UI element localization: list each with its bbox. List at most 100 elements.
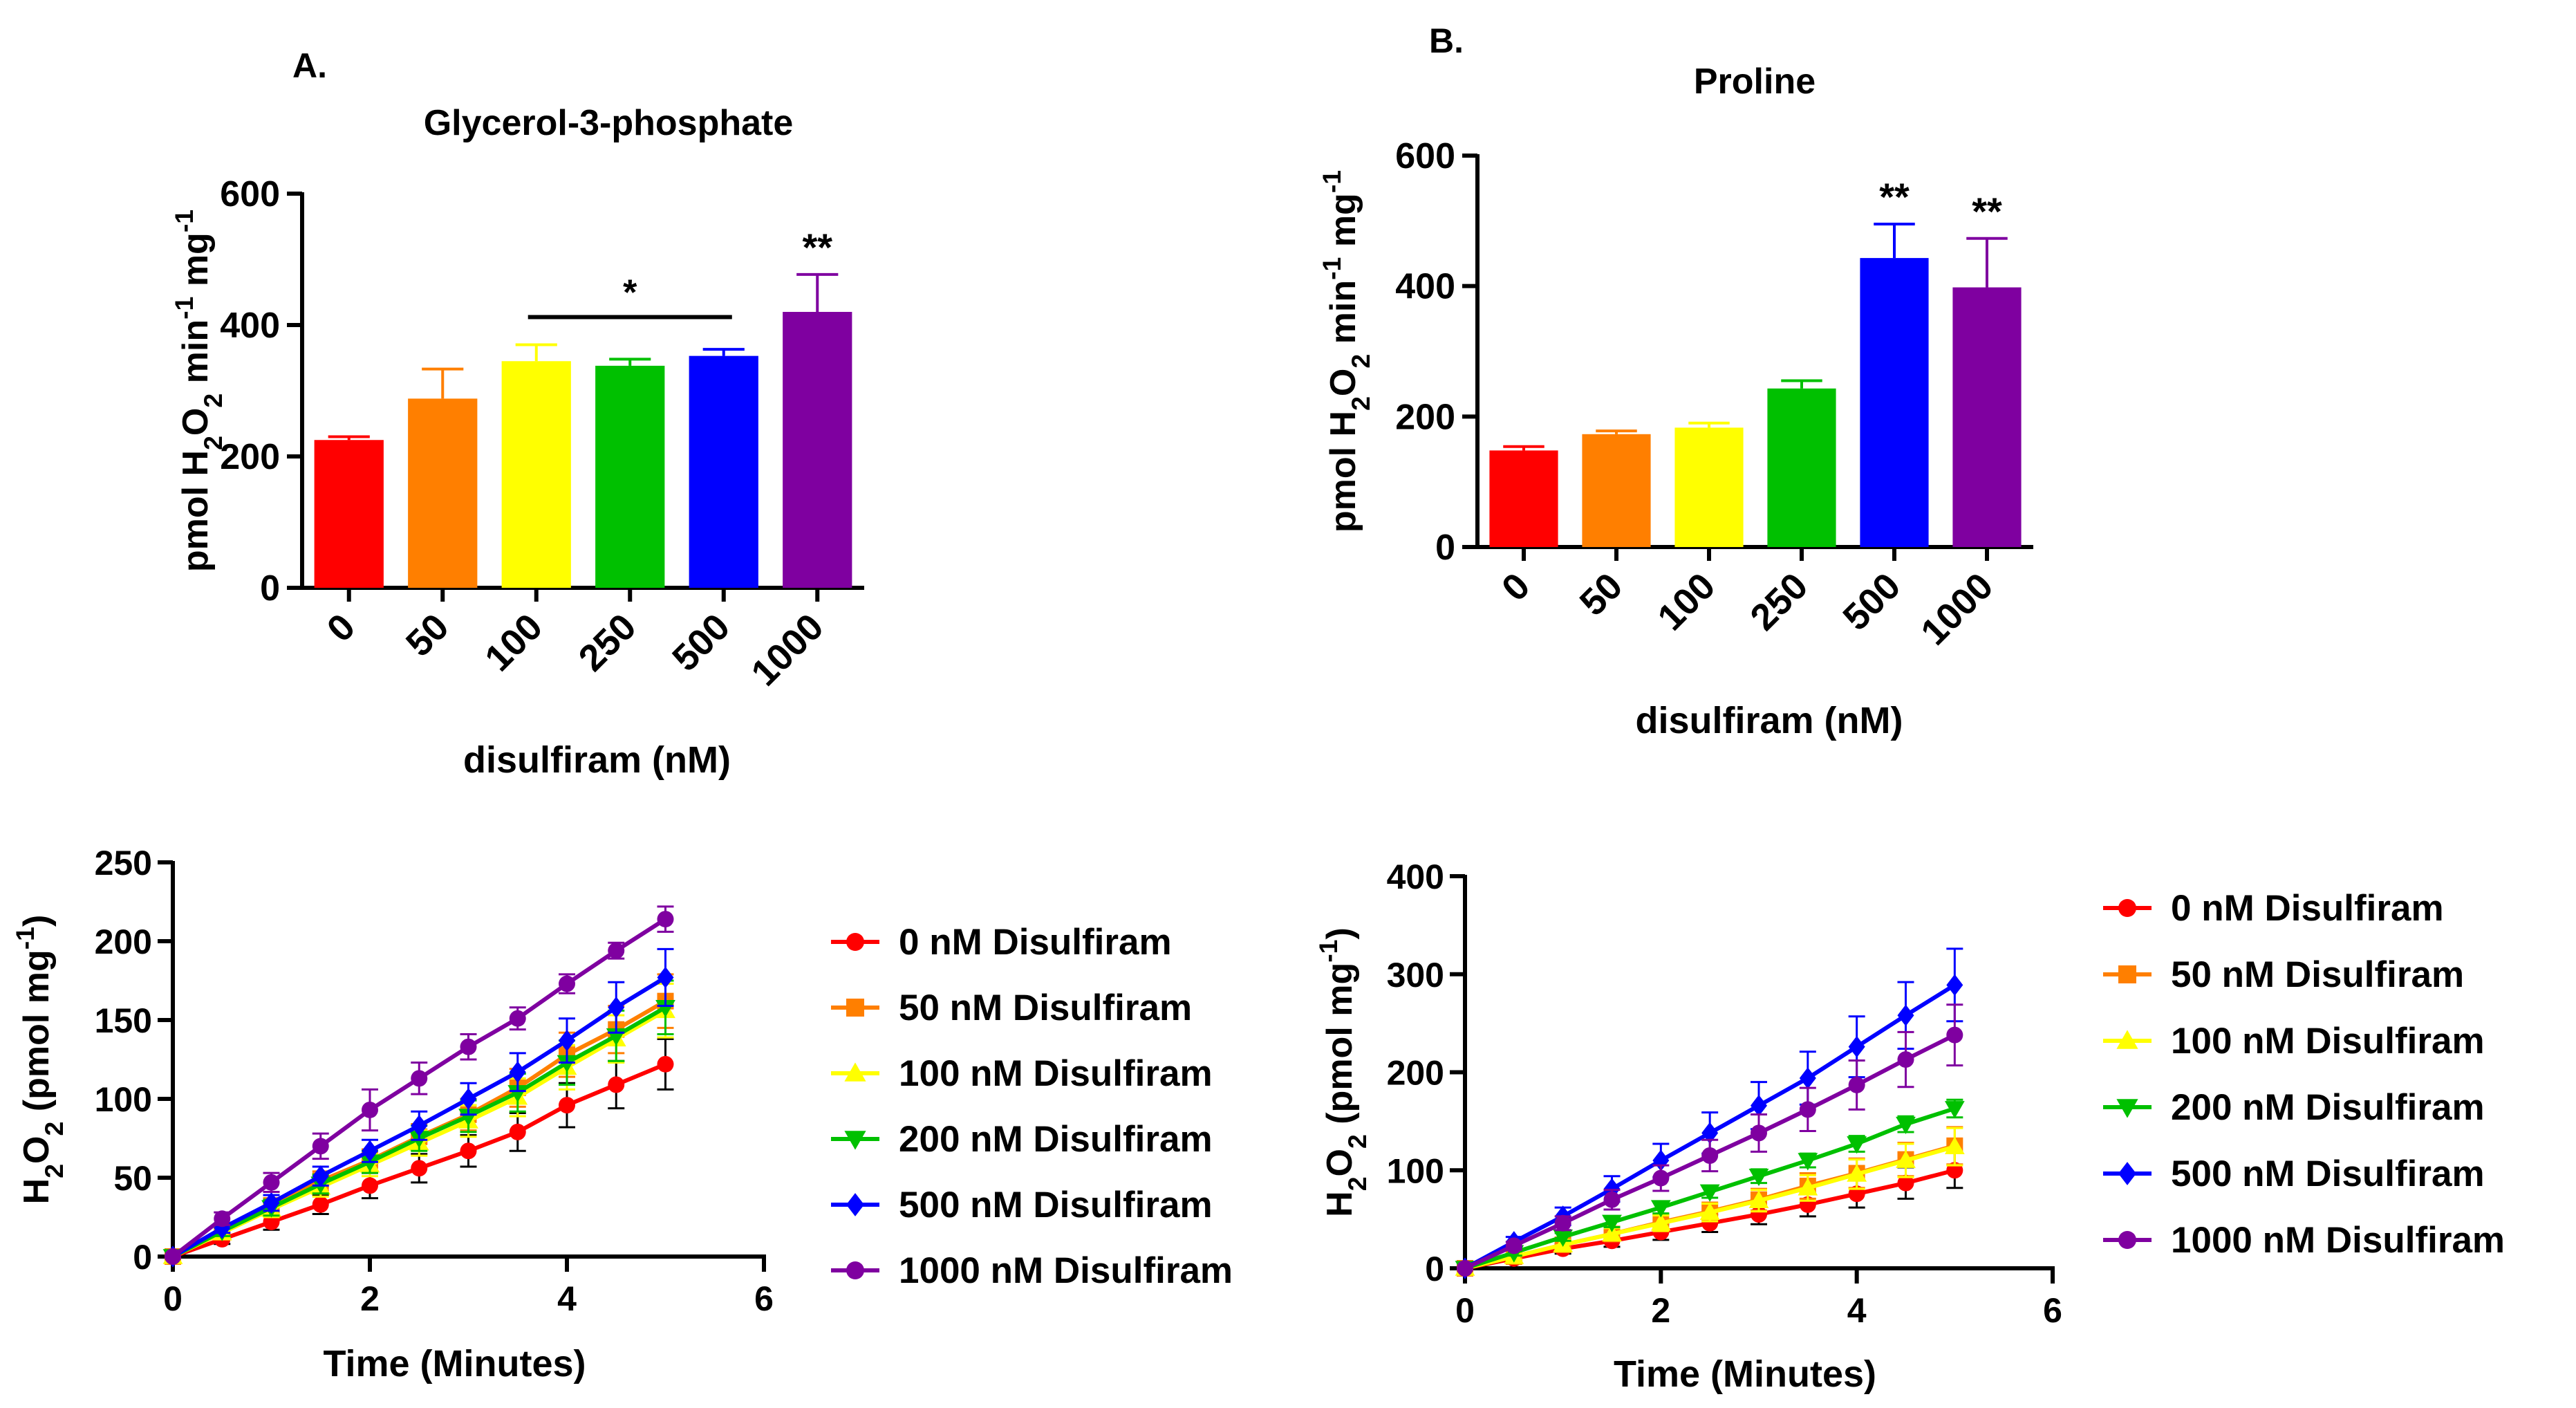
data-point <box>2118 1162 2136 1185</box>
bar <box>1767 388 1836 547</box>
legend-label: 0 nM Disulfiram <box>2171 888 2444 929</box>
data-point <box>1699 1184 1720 1202</box>
chart-time-course-a: 0 50 100 150 200 250 0 2 4 6 0 nM Disulfiram 50 nM … <box>10 844 1233 1384</box>
legend-label: 1000 nM Disulfiram <box>2171 1220 2505 1261</box>
legend-label: 1000 nM Disulfiram <box>899 1250 1233 1291</box>
bar <box>501 361 571 588</box>
x-axis-label: Time (Minutes) <box>323 1343 586 1384</box>
y-axis-label: H2O2 (pmol mg-1) <box>1314 927 1372 1217</box>
bar <box>1582 434 1651 547</box>
legend-label: 50 nM Disulfiram <box>2171 954 2464 995</box>
data-point <box>559 1030 575 1052</box>
legend-label: 500 nM Disulfiram <box>899 1185 1213 1225</box>
x-tick-label: 4 <box>557 1279 577 1318</box>
data-point <box>846 1193 864 1216</box>
bar <box>408 398 478 588</box>
legend-label: 500 nM Disulfiram <box>2171 1154 2485 1194</box>
data-point <box>1847 1164 1867 1182</box>
x-tick-label: 1000 <box>743 606 831 694</box>
data-point <box>846 999 864 1017</box>
bar <box>783 312 852 588</box>
bar <box>595 365 665 588</box>
data-point <box>1650 1213 1671 1231</box>
bar <box>1952 287 2022 547</box>
y-tick-label: 250 <box>95 844 152 882</box>
chart-proline: Proline 0 200 400 600 0 50 100 250 500 1000 ** ** dis… <box>1317 62 2033 741</box>
data-point <box>1848 1036 1865 1058</box>
data-point <box>1505 1237 1522 1254</box>
legend-label: 50 nM Disulfiram <box>899 988 1192 1028</box>
data-point <box>411 1115 428 1137</box>
data-point <box>1897 1004 1914 1026</box>
data-point <box>655 999 675 1018</box>
data-point <box>263 1174 280 1191</box>
legend-label: 200 nM Disulfiram <box>899 1119 1213 1160</box>
chart-title: Glycerol-3-phosphate <box>424 103 794 143</box>
data-point <box>507 1085 528 1103</box>
panel-label-b: B. <box>1429 21 1464 60</box>
data-point <box>1699 1202 1720 1221</box>
y-tick-label: 0 <box>1435 528 1455 568</box>
x-tick-label: 250 <box>571 606 644 679</box>
x-tick-label: 50 <box>1572 565 1631 624</box>
x-tick-label: 0 <box>319 606 364 650</box>
x-tick-label: 4 <box>1847 1291 1867 1330</box>
legend-label: 200 nM Disulfiram <box>2171 1087 2485 1128</box>
data-point <box>1701 1147 1719 1164</box>
legend-label: 100 nM Disulfiram <box>899 1053 1213 1094</box>
data-point <box>458 1109 478 1127</box>
bar <box>1489 450 1558 547</box>
data-point <box>1457 1260 1473 1277</box>
y-tick-label: 50 <box>113 1159 152 1198</box>
data-point <box>509 1061 526 1083</box>
data-point <box>1946 974 1963 996</box>
data-point <box>1748 1168 1769 1187</box>
x-axis-label: disulfiram (nM) <box>463 739 731 781</box>
data-point <box>557 1055 577 1073</box>
y-tick-label: 0 <box>260 568 280 609</box>
x-tick-label: 100 <box>477 606 550 679</box>
legend-label: 100 nM Disulfiram <box>2171 1021 2485 1062</box>
data-point <box>608 997 625 1019</box>
y-tick-label: 400 <box>220 306 280 346</box>
panel-label-a: A. <box>292 46 327 85</box>
data-point <box>1944 1136 1965 1155</box>
bar <box>314 440 384 588</box>
x-tick-label: 500 <box>664 606 738 679</box>
y-tick-label: 0 <box>133 1238 152 1277</box>
data-point <box>362 1177 378 1194</box>
data-point <box>1554 1214 1571 1232</box>
y-tick-label: 600 <box>220 174 280 214</box>
data-point <box>1602 1214 1622 1232</box>
data-point <box>608 1076 625 1093</box>
data-point <box>411 1160 428 1177</box>
y-axis-label: H2O2 (pmol mg-1) <box>10 915 68 1205</box>
data-point <box>460 1142 477 1160</box>
data-point <box>1847 1136 1867 1154</box>
x-tick-label: 2 <box>1651 1291 1670 1330</box>
data-point <box>509 1123 526 1140</box>
y-tick-label: 100 <box>95 1080 152 1119</box>
y-tick-label: 400 <box>1395 267 1455 307</box>
bar <box>689 355 758 588</box>
x-tick-label: 0 <box>163 1279 183 1318</box>
data-point <box>1701 1122 1719 1144</box>
data-point <box>214 1210 231 1228</box>
bar <box>1674 427 1744 547</box>
data-point <box>1798 1178 1818 1196</box>
data-point <box>1848 1076 1865 1093</box>
data-point <box>559 975 575 992</box>
y-axis-label: pmol H2O2 min-1 mg-1 <box>1317 170 1375 532</box>
legend-label: 0 nM Disulfiram <box>899 922 1172 963</box>
y-tick-label: 200 <box>1395 397 1455 437</box>
data-point <box>1751 1124 1767 1142</box>
data-point <box>2118 965 2136 983</box>
data-point <box>411 1070 428 1087</box>
data-point <box>657 966 674 989</box>
data-point <box>1652 1169 1670 1187</box>
y-tick-label: 100 <box>1387 1151 1444 1190</box>
significance-mark: ** <box>802 225 832 269</box>
data-point <box>844 1131 866 1150</box>
x-tick-label: 2 <box>360 1279 380 1318</box>
